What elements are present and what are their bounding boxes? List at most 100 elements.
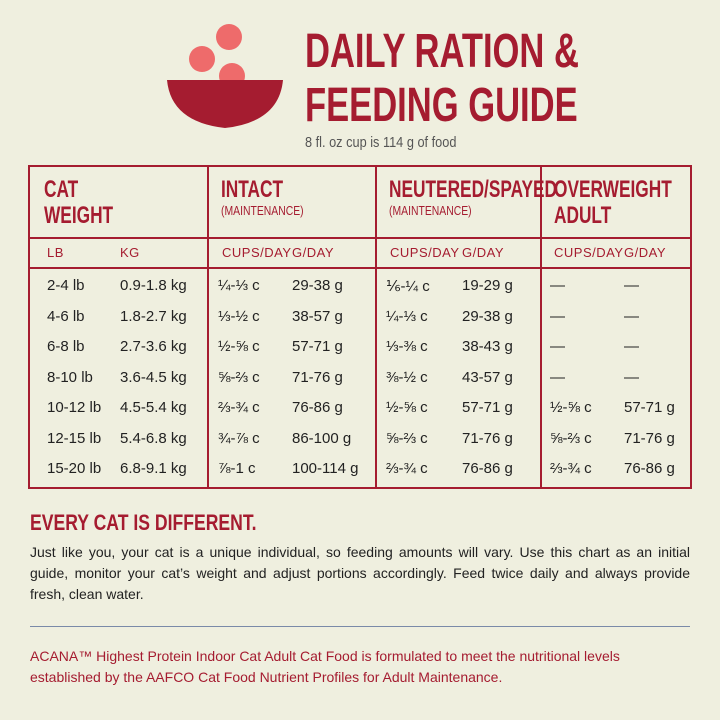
group-title: CAT bbox=[44, 177, 204, 203]
group-header: OVERWEIGHT ADULT bbox=[554, 177, 714, 229]
table-cell: ⅝-⅔ c bbox=[386, 429, 428, 447]
group-header: NEUTERED/SPAYED (MAINTENANCE) bbox=[389, 177, 557, 219]
column-header: CUPS/DAY bbox=[222, 245, 292, 260]
table-cell: ⅜-½ c bbox=[386, 368, 428, 386]
table-cell: ¾-⅞ c bbox=[218, 429, 260, 447]
table-cell: 6.8-9.1 kg bbox=[120, 460, 187, 477]
table-cell: 29-38 g bbox=[292, 277, 343, 294]
column-divider bbox=[540, 167, 542, 487]
table-cell: 86-100 g bbox=[292, 429, 352, 447]
group-title: ADULT bbox=[554, 203, 714, 229]
notes-footer: ACANA™ Highest Protein Indoor Cat Adult … bbox=[30, 648, 620, 685]
group-note: (MAINTENANCE) bbox=[389, 203, 549, 218]
group-title-text: NEUTERED/SPAYED bbox=[389, 176, 558, 203]
group-header: INTACT (MAINTENANCE) bbox=[221, 177, 381, 219]
table-cell: 19-29 g bbox=[462, 277, 513, 294]
table-cell: 0.9-1.8 kg bbox=[120, 277, 187, 294]
table-cell: 4.5-5.4 kg bbox=[120, 399, 187, 416]
bowl-icon bbox=[167, 24, 283, 128]
group-note-text: (MAINTENANCE) bbox=[221, 203, 304, 218]
table-cell: ⅔-¾ c bbox=[550, 460, 592, 477]
group-title: OVERWEIGHT bbox=[554, 177, 714, 203]
table-cell: 57-71 g bbox=[292, 338, 343, 355]
table-cell: 2.7-3.6 kg bbox=[120, 338, 187, 355]
group-title-text: OVERWEIGHT bbox=[554, 176, 672, 203]
table-cell: 12-15 lb bbox=[47, 429, 102, 447]
table-cell: 29-38 g bbox=[462, 307, 513, 325]
row-divider bbox=[30, 267, 690, 269]
subtitle: 8 fl. oz cup is 114 g of food bbox=[305, 134, 483, 151]
column-header: LB bbox=[47, 245, 64, 260]
column-header: CUPS/DAY bbox=[390, 245, 460, 260]
group-title: INTACT bbox=[221, 177, 381, 203]
table-cell: ½-⅝ c bbox=[550, 399, 592, 416]
table-cell: 8-10 lb bbox=[47, 368, 93, 386]
table-cell: 100-114 g bbox=[292, 460, 359, 477]
table-cell: ⅓-⅜ c bbox=[386, 338, 428, 355]
table-cell: — bbox=[550, 307, 565, 325]
table-cell: 15-20 lb bbox=[47, 460, 102, 477]
title-line: DAILY RATION & bbox=[305, 25, 579, 78]
notes-heading-text: EVERY CAT IS DIFFERENT. bbox=[30, 510, 257, 535]
table-cell: 76-86 g bbox=[624, 460, 675, 477]
table-cell: ¼-⅓ c bbox=[218, 277, 260, 294]
table-cell: ⅞-1 c bbox=[218, 460, 256, 477]
table-cell: ⅙-¼ c bbox=[386, 278, 430, 295]
table-cell: ⅔-¾ c bbox=[218, 399, 260, 416]
column-header: CUPS/DAY bbox=[554, 245, 624, 260]
subtitle-text: 8 fl. oz cup is 114 g of food bbox=[305, 134, 457, 151]
table-cell: ⅔-¾ c bbox=[386, 460, 428, 477]
table-cell: 57-71 g bbox=[462, 399, 513, 416]
table-cell: — bbox=[550, 277, 565, 294]
table-cell: ⅓-½ c bbox=[218, 307, 260, 325]
table-cell: 43-57 g bbox=[462, 368, 513, 386]
table-cell: — bbox=[624, 277, 639, 294]
table-cell: 71-76 g bbox=[462, 429, 513, 447]
table-cell: ¼-⅓ c bbox=[386, 307, 428, 325]
table-cell: — bbox=[624, 368, 639, 386]
table-cell: 4-6 lb bbox=[47, 307, 85, 325]
table-cell: ⅝-⅔ c bbox=[218, 368, 260, 386]
table-cell: 3.6-4.5 kg bbox=[120, 368, 187, 386]
table-cell: ½-⅝ c bbox=[218, 338, 260, 355]
table-cell: 38-57 g bbox=[292, 307, 343, 325]
table-cell: 5.4-6.8 kg bbox=[120, 429, 187, 447]
column-header: G/DAY bbox=[292, 245, 334, 260]
notes-body: Just like you, your cat is a unique indi… bbox=[30, 544, 690, 602]
group-note-text: (MAINTENANCE) bbox=[389, 203, 472, 218]
column-divider bbox=[207, 167, 209, 487]
title: DAILY RATION & FEEDING GUIDE bbox=[305, 25, 685, 133]
table-cell: 10-12 lb bbox=[47, 399, 102, 416]
row-divider bbox=[30, 237, 690, 239]
table-cell: 76-86 g bbox=[462, 460, 513, 477]
table-cell: ⅝-⅔ c bbox=[550, 429, 592, 447]
group-note: (MAINTENANCE) bbox=[221, 203, 381, 218]
column-header: G/DAY bbox=[624, 245, 666, 260]
table-cell: ½-⅝ c bbox=[386, 399, 428, 416]
column-header: KG bbox=[120, 245, 140, 260]
table-cell: 71-76 g bbox=[624, 429, 675, 447]
table-cell: 76-86 g bbox=[292, 399, 343, 416]
table-cell: — bbox=[550, 338, 565, 355]
feeding-table: CAT WEIGHT INTACT (MAINTENANCE) NEUTERED/SPA… bbox=[28, 165, 692, 489]
group-title-text: INTACT bbox=[221, 176, 284, 203]
column-divider bbox=[375, 167, 377, 487]
notes-heading: EVERY CAT IS DIFFERENT. bbox=[30, 510, 313, 536]
group-title: WEIGHT bbox=[44, 203, 204, 229]
group-title: NEUTERED/SPAYED bbox=[389, 177, 557, 203]
group-title-text: CAT bbox=[44, 176, 79, 203]
group-header: CAT WEIGHT bbox=[44, 177, 204, 229]
table-cell: 71-76 g bbox=[292, 368, 343, 386]
title-line: FEEDING GUIDE bbox=[305, 79, 578, 132]
group-title-text: ADULT bbox=[554, 202, 612, 229]
table-cell: 57-71 g bbox=[624, 399, 675, 416]
table-cell: — bbox=[624, 338, 639, 355]
divider bbox=[30, 626, 690, 627]
table-cell: — bbox=[550, 368, 565, 386]
table-cell: — bbox=[624, 307, 639, 325]
table-cell: 2-4 lb bbox=[47, 277, 85, 294]
table-cell: 38-43 g bbox=[462, 338, 513, 355]
column-header: G/DAY bbox=[462, 245, 504, 260]
group-title-text: WEIGHT bbox=[44, 202, 114, 229]
